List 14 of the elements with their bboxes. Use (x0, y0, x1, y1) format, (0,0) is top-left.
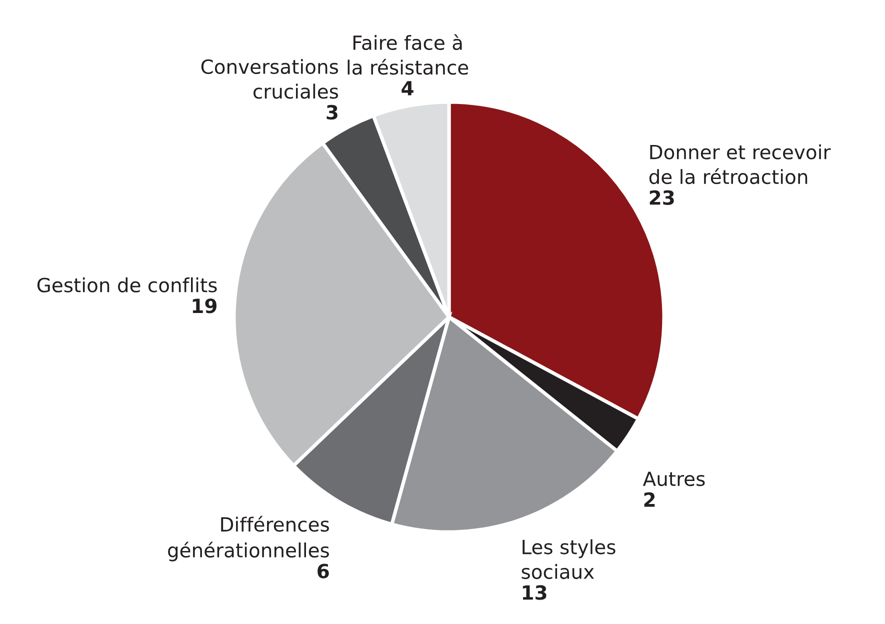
slice-label: Les styles sociaux (522, 539, 616, 580)
data-label: 23 (650, 190, 674, 205)
data-label: 19 (192, 298, 216, 314)
data-label: 4 (402, 81, 414, 96)
slice-label: Gestion de conflits (37, 277, 217, 292)
slice-label: Autres (642, 472, 705, 486)
slice-label: Faire face à la résistance (348, 34, 468, 75)
data-label: 13 (522, 585, 546, 600)
data-label: 2 (644, 492, 655, 507)
data-label: 3 (326, 104, 338, 120)
slice-label: Donner et recevoir de la rétroaction (649, 144, 831, 184)
slice-label: Conversations cruciales (201, 58, 338, 99)
data-label: 6 (318, 564, 329, 578)
slice-label: Différences générationnelles (168, 516, 329, 562)
